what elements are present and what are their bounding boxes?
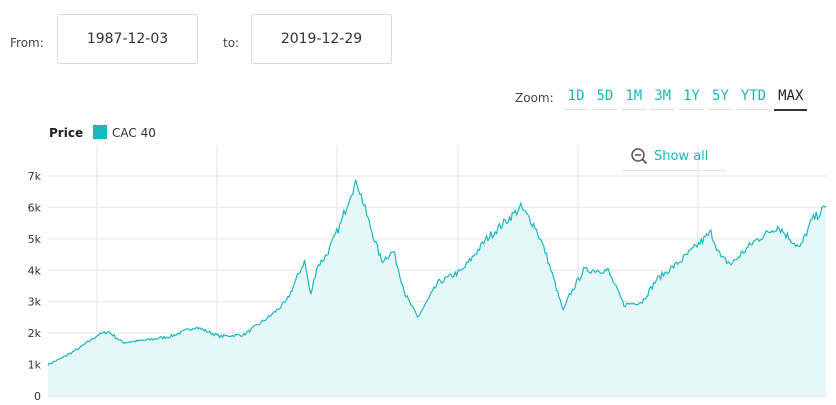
to-date-input[interactable]: 2019-12-29 (251, 14, 392, 64)
series-line-cac-40 (47, 179, 827, 366)
legend-swatch (93, 125, 107, 139)
legend-title: Price (49, 126, 83, 140)
legend-series-label[interactable]: CAC 40 (112, 126, 156, 140)
y-tick-label: 4k (28, 264, 42, 277)
y-axis-ticks: 0 1k 2k 3k 4k 5k 6k 7k (28, 170, 42, 403)
series-area-cac-40 (48, 179, 826, 396)
show-all-button[interactable]: Show all (622, 142, 726, 171)
y-tick-label: 7k (28, 170, 42, 183)
from-date-input[interactable]: 1987-12-03 (57, 14, 198, 64)
zoom-5y-button[interactable]: 5Y (707, 86, 733, 110)
y-tick-label: 3k (28, 296, 42, 309)
chart-legend: Price CAC 40 (49, 125, 156, 140)
chart-grid (48, 145, 826, 397)
zoom-3m-button[interactable]: 3M (650, 86, 676, 110)
zoom-1m-button[interactable]: 1M (621, 86, 647, 110)
from-label: From: (10, 36, 44, 50)
zoom-label: Zoom: (515, 91, 554, 105)
zoom-1y-button[interactable]: 1Y (679, 86, 704, 110)
zoom-5d-button[interactable]: 5D (592, 86, 618, 110)
zoom-ytd-button[interactable]: YTD (736, 86, 771, 110)
y-tick-label: 2k (28, 327, 42, 340)
zoom-1d-button[interactable]: 1D (563, 86, 589, 110)
zoom-bar: Zoom: 1D 5D 1M 3M 1Y 5Y YTD MAX (515, 85, 808, 111)
zoom-max-button[interactable]: MAX (774, 86, 808, 111)
to-label: to: (223, 36, 240, 50)
zoom-out-icon (631, 148, 648, 165)
y-tick-label: 1k (28, 359, 42, 372)
y-tick-label: 5k (28, 233, 42, 246)
show-all-label: Show all (654, 148, 709, 164)
y-tick-label: 0 (34, 390, 41, 403)
y-tick-label: 6k (28, 201, 42, 214)
